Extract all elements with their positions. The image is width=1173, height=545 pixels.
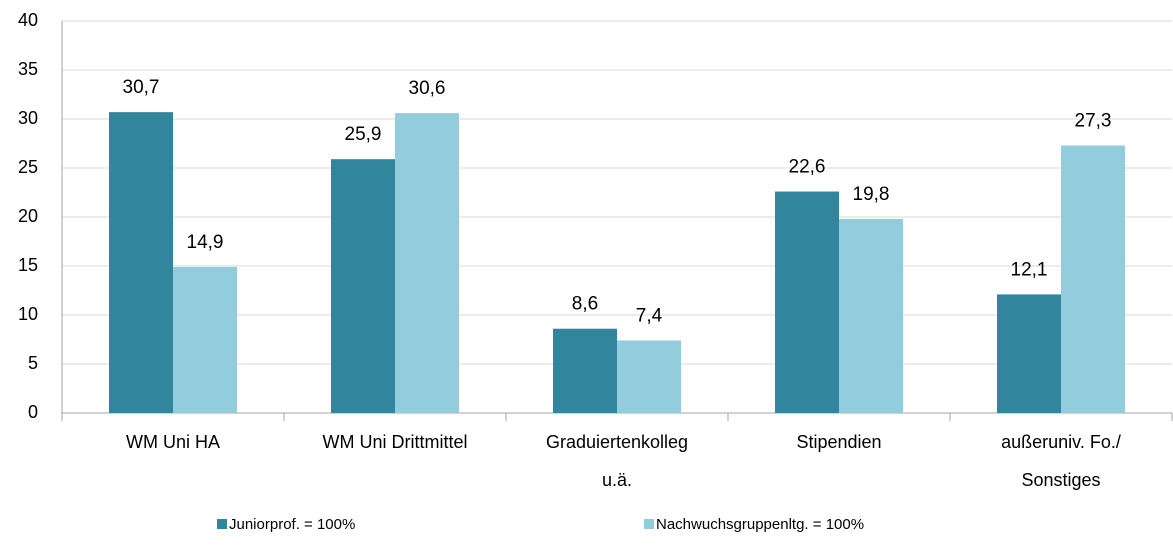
bar xyxy=(109,112,173,413)
value-label: 22,6 xyxy=(789,157,826,178)
y-tick-label: 15 xyxy=(18,255,38,275)
bar xyxy=(1061,145,1125,413)
y-tick-label: 0 xyxy=(28,402,38,422)
value-label: 19,8 xyxy=(853,184,890,205)
x-tick-label: Stipendien xyxy=(796,432,881,452)
y-tick-label: 10 xyxy=(18,304,38,324)
x-tick-label: Sonstiges xyxy=(1021,470,1100,490)
value-label: 14,9 xyxy=(187,232,224,253)
y-tick-label: 40 xyxy=(18,10,38,30)
value-label: 25,9 xyxy=(345,124,382,145)
value-label: 30,6 xyxy=(409,78,446,99)
x-tick-label: WM Uni Drittmittel xyxy=(323,432,468,452)
x-tick-label: WM Uni HA xyxy=(126,432,220,452)
y-tick-label: 30 xyxy=(18,108,38,128)
value-label: 8,6 xyxy=(572,294,598,315)
bar xyxy=(839,218,903,413)
legend-label: Nachwuchsgruppenltg. = 100% xyxy=(656,516,864,533)
x-tick-label: außeruniv. Fo./ xyxy=(1001,432,1121,452)
y-tick-label: 20 xyxy=(18,206,38,226)
bar xyxy=(775,191,839,413)
value-label: 7,4 xyxy=(636,305,663,326)
bar xyxy=(553,328,617,413)
y-tick-label: 5 xyxy=(28,353,38,373)
y-tick-label: 35 xyxy=(18,59,38,79)
value-label: 30,7 xyxy=(123,77,160,98)
bar xyxy=(395,113,459,414)
bar xyxy=(331,159,395,413)
bar xyxy=(617,340,681,413)
bar xyxy=(173,266,237,413)
bar xyxy=(997,294,1061,413)
value-label: 27,3 xyxy=(1075,110,1112,131)
legend-label: Juniorprof. = 100% xyxy=(229,516,355,533)
x-tick-label: u.ä. xyxy=(602,470,632,490)
y-tick-label: 25 xyxy=(18,157,38,177)
x-tick-label: Graduiertenkolleg xyxy=(546,432,688,452)
value-label: 12,1 xyxy=(1011,259,1048,280)
legend-swatch xyxy=(644,519,654,529)
legend-swatch xyxy=(217,519,227,529)
